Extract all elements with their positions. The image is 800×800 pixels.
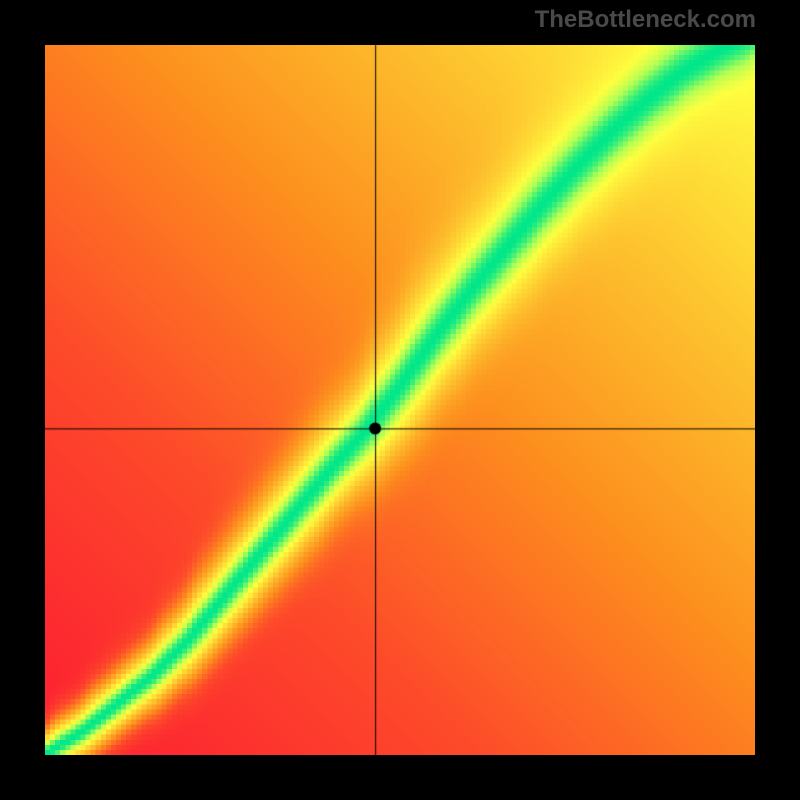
crosshair-overlay xyxy=(45,45,755,755)
chart-container: TheBottleneck.com xyxy=(0,0,800,800)
watermark-text: TheBottleneck.com xyxy=(535,6,756,34)
